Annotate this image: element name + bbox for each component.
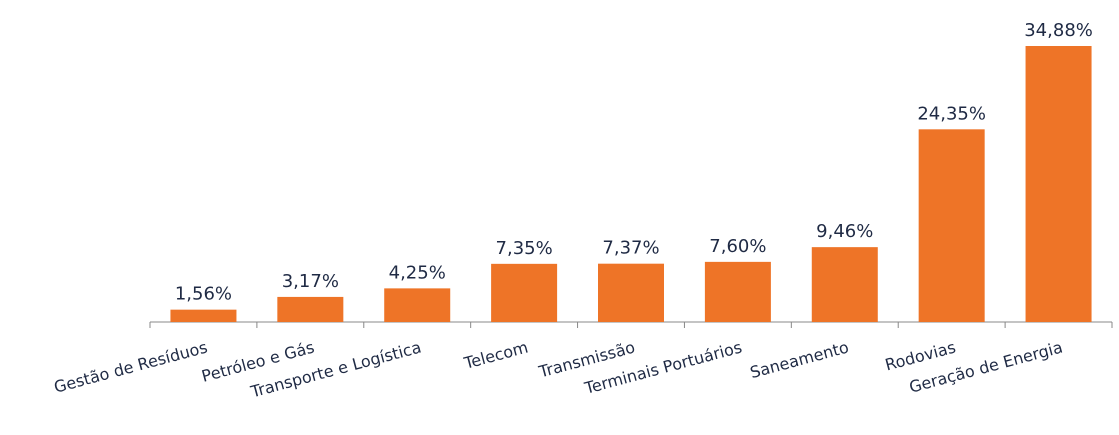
data-label: 3,17% <box>282 271 339 292</box>
bar <box>598 263 664 322</box>
x-tick-label: Gestão de Resíduos <box>52 338 210 397</box>
bar <box>918 129 985 322</box>
data-label: 4,25% <box>389 262 446 283</box>
bar <box>811 247 878 322</box>
bar <box>277 296 344 322</box>
x-tick-label: Saneamento <box>748 338 851 383</box>
bar <box>384 288 451 322</box>
data-label: 7,35% <box>496 238 553 259</box>
bar <box>491 263 558 322</box>
x-tick-label: Telecom <box>461 338 530 374</box>
bar <box>704 261 771 322</box>
data-label: 34,88% <box>1024 20 1093 41</box>
bar <box>1025 46 1092 322</box>
data-label: 7,37% <box>602 238 659 259</box>
data-label: 7,60% <box>709 236 766 257</box>
data-label: 24,35% <box>917 103 986 124</box>
data-label: 1,56% <box>175 284 232 305</box>
data-label: 9,46% <box>816 221 873 242</box>
bar <box>170 309 237 322</box>
